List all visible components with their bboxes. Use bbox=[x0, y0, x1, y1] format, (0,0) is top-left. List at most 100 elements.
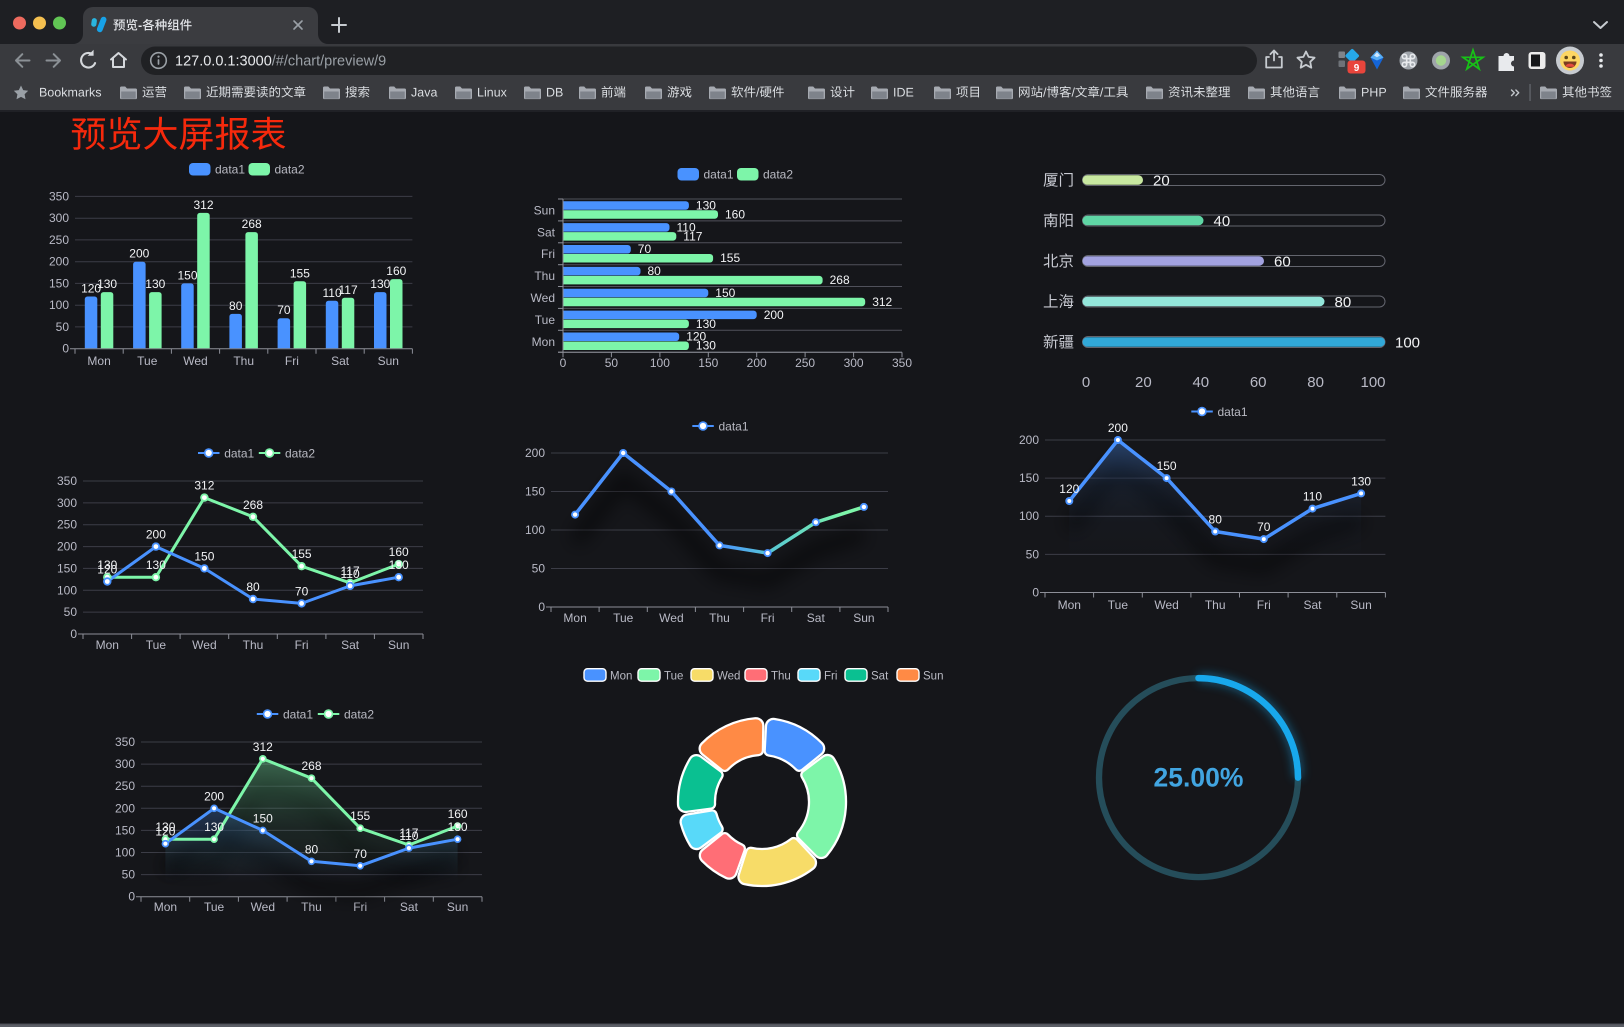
svg-text:130: 130 bbox=[389, 558, 409, 572]
svg-text:Mon: Mon bbox=[154, 900, 177, 914]
svg-text:150: 150 bbox=[698, 356, 718, 370]
svg-text:Fri: Fri bbox=[285, 354, 299, 368]
svg-text:70: 70 bbox=[638, 242, 652, 256]
svg-text:Sun: Sun bbox=[534, 203, 555, 217]
svg-text:160: 160 bbox=[725, 207, 745, 221]
svg-text:268: 268 bbox=[242, 217, 262, 231]
svg-text:Mon: Mon bbox=[87, 354, 110, 368]
svg-text:130: 130 bbox=[97, 558, 117, 572]
svg-text:Tue: Tue bbox=[137, 354, 158, 368]
svg-text:100: 100 bbox=[115, 846, 135, 860]
svg-text:Fri: Fri bbox=[824, 670, 837, 682]
svg-text:60: 60 bbox=[1274, 254, 1291, 271]
svg-text:40: 40 bbox=[1214, 213, 1231, 230]
svg-text:300: 300 bbox=[57, 496, 77, 510]
svg-text:100: 100 bbox=[49, 298, 69, 312]
svg-text:120: 120 bbox=[155, 825, 175, 839]
svg-text:250: 250 bbox=[115, 779, 135, 793]
svg-text:300: 300 bbox=[844, 356, 864, 370]
svg-text:Thu: Thu bbox=[771, 670, 791, 682]
svg-text:Sun: Sun bbox=[378, 354, 399, 368]
svg-text:Wed: Wed bbox=[717, 670, 740, 682]
svg-text:117: 117 bbox=[341, 564, 360, 578]
svg-text:Sun: Sun bbox=[388, 638, 409, 652]
svg-text:80: 80 bbox=[229, 299, 243, 313]
svg-text:Mon: Mon bbox=[532, 335, 555, 349]
svg-text:Mon: Mon bbox=[96, 638, 119, 652]
svg-text:100: 100 bbox=[650, 356, 670, 370]
svg-text:130: 130 bbox=[146, 558, 166, 572]
svg-text:150: 150 bbox=[115, 823, 135, 837]
svg-text:60: 60 bbox=[1250, 374, 1267, 391]
svg-text:70: 70 bbox=[354, 847, 368, 861]
svg-text:Tue: Tue bbox=[1108, 598, 1129, 612]
svg-text:200: 200 bbox=[764, 308, 784, 322]
svg-text:Fri: Fri bbox=[761, 611, 775, 625]
svg-text:Fri: Fri bbox=[1257, 598, 1271, 612]
svg-text:Wed: Wed bbox=[183, 354, 207, 368]
svg-text:250: 250 bbox=[49, 233, 69, 247]
svg-text:20: 20 bbox=[1135, 374, 1152, 391]
svg-text:110: 110 bbox=[399, 829, 418, 843]
svg-text:312: 312 bbox=[253, 740, 273, 754]
svg-text:Fri: Fri bbox=[295, 638, 309, 652]
svg-text:130: 130 bbox=[370, 277, 390, 291]
svg-text:200: 200 bbox=[525, 446, 545, 460]
svg-text:130: 130 bbox=[696, 317, 716, 331]
svg-text:268: 268 bbox=[301, 759, 321, 773]
svg-text:0: 0 bbox=[128, 890, 135, 904]
svg-text:150: 150 bbox=[194, 549, 214, 563]
svg-text:Sat: Sat bbox=[871, 670, 889, 682]
svg-text:268: 268 bbox=[830, 273, 850, 287]
svg-text:110: 110 bbox=[1303, 490, 1322, 504]
svg-text:50: 50 bbox=[532, 562, 546, 576]
svg-text:160: 160 bbox=[448, 807, 468, 821]
svg-text:250: 250 bbox=[795, 356, 815, 370]
svg-text:268: 268 bbox=[243, 498, 263, 512]
svg-text:110: 110 bbox=[341, 567, 360, 581]
svg-text:50: 50 bbox=[605, 356, 619, 370]
svg-text:Tue: Tue bbox=[613, 611, 634, 625]
svg-text:Mon: Mon bbox=[563, 611, 586, 625]
svg-text:data1: data1 bbox=[1218, 405, 1248, 419]
svg-text:Sun: Sun bbox=[923, 670, 943, 682]
svg-text:Thu: Thu bbox=[709, 611, 730, 625]
svg-text:200: 200 bbox=[57, 540, 77, 554]
svg-text:150: 150 bbox=[57, 561, 77, 575]
svg-text:50: 50 bbox=[56, 320, 70, 334]
svg-text:0: 0 bbox=[70, 627, 77, 641]
svg-text:Thu: Thu bbox=[1205, 598, 1226, 612]
svg-text:70: 70 bbox=[295, 584, 309, 598]
svg-text:Thu: Thu bbox=[243, 638, 264, 652]
svg-text:50: 50 bbox=[122, 868, 136, 882]
svg-text:Sat: Sat bbox=[807, 611, 826, 625]
svg-text:200: 200 bbox=[129, 247, 149, 261]
svg-text:80: 80 bbox=[246, 580, 260, 594]
svg-text:120: 120 bbox=[1059, 482, 1079, 496]
svg-text:100: 100 bbox=[1019, 509, 1039, 523]
svg-text:300: 300 bbox=[49, 211, 69, 225]
svg-text:25.00%: 25.00% bbox=[1154, 763, 1244, 793]
svg-text:130: 130 bbox=[448, 820, 468, 834]
svg-text:Tue: Tue bbox=[146, 638, 167, 652]
svg-text:150: 150 bbox=[177, 268, 197, 282]
svg-text:80: 80 bbox=[1209, 513, 1223, 527]
svg-text:Fri: Fri bbox=[541, 247, 555, 261]
svg-text:Sun: Sun bbox=[447, 900, 468, 914]
svg-text:0: 0 bbox=[62, 342, 69, 356]
svg-text:70: 70 bbox=[1257, 520, 1271, 534]
svg-text:200: 200 bbox=[49, 255, 69, 269]
svg-text:Tue: Tue bbox=[664, 670, 683, 682]
svg-text:100: 100 bbox=[57, 583, 77, 597]
svg-text:150: 150 bbox=[1157, 459, 1177, 473]
svg-text:data1: data1 bbox=[704, 168, 734, 182]
svg-text:150: 150 bbox=[49, 276, 69, 290]
svg-text:Wed: Wed bbox=[1154, 598, 1178, 612]
svg-text:130: 130 bbox=[204, 820, 224, 834]
svg-text:312: 312 bbox=[194, 479, 214, 493]
svg-text:9: 9 bbox=[1354, 63, 1360, 74]
svg-text:40: 40 bbox=[1192, 374, 1209, 391]
svg-text:150: 150 bbox=[1019, 471, 1039, 485]
svg-text:200: 200 bbox=[747, 356, 767, 370]
svg-text:0: 0 bbox=[1082, 374, 1090, 391]
